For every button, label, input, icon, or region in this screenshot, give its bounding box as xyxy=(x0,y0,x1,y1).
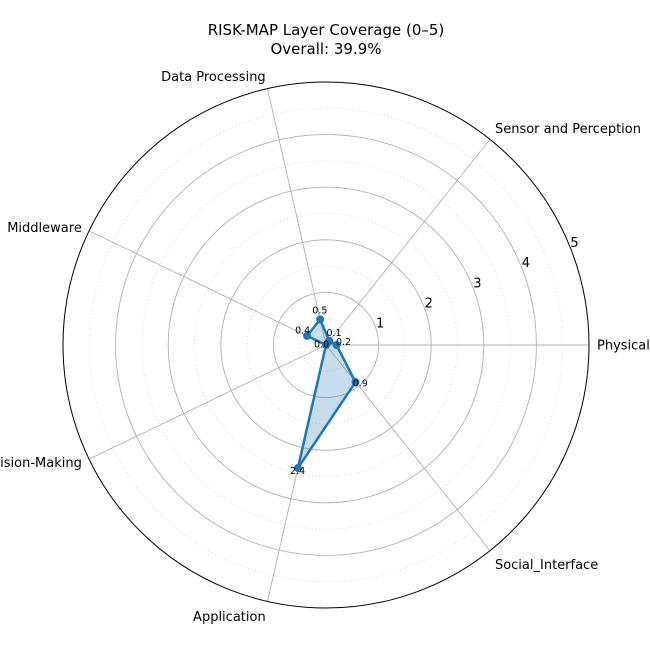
category-label-sensor-and-perception: Sensor and Perception xyxy=(495,122,641,137)
data-label-social-interface: 0.9 xyxy=(353,379,368,390)
axis-spoke-data-processing xyxy=(267,88,327,346)
category-label-data-processing: Data Processing xyxy=(161,70,266,85)
data-label-layer: 0.20.1 0.50.4 0.0 2.4 0.9 xyxy=(290,306,368,477)
data-label-middleware: 0.4 xyxy=(295,325,310,336)
category-label-social-interface: Social_Interface xyxy=(495,558,598,573)
data-point-social-interface xyxy=(351,378,360,387)
radial-tick-label: 4 xyxy=(522,256,530,271)
chart-subtitle: Overall: 39.9% xyxy=(270,40,381,58)
chart-title: RISK-MAP Layer Coverage (0–5) xyxy=(208,21,445,39)
category-label-middleware: Middleware xyxy=(7,221,82,236)
axis-spoke-middleware xyxy=(88,230,327,346)
series-layer xyxy=(293,315,360,473)
axis-spoke-sensor-and-perception xyxy=(325,139,491,346)
radial-tick-layer: 1 2 3 4 5 xyxy=(376,236,579,332)
data-point-middleware xyxy=(303,331,312,340)
category-label-decision-making: Decision-Making xyxy=(0,456,82,471)
axis-spoke-decision-making xyxy=(88,344,327,460)
radial-tick-label: 5 xyxy=(570,236,578,251)
category-label-application: Application xyxy=(193,610,266,625)
axis-label-layer: Physical Sensor and Perception Data Proces… xyxy=(0,70,650,625)
data-label-application: 2.4 xyxy=(290,466,305,477)
radial-tick-label: 2 xyxy=(425,296,433,311)
category-label-physical: Physical xyxy=(597,339,650,354)
radial-tick-label: 3 xyxy=(473,276,481,291)
data-label-decision-making: 0.0 xyxy=(314,340,329,351)
data-label-data-processing: 0.5 xyxy=(312,306,327,317)
data-point-physical xyxy=(332,341,341,349)
polar-frame xyxy=(62,81,590,609)
data-point-application xyxy=(293,464,302,473)
data-label-physical: 0.2 xyxy=(336,337,351,348)
radial-tick-label: 1 xyxy=(376,317,384,332)
data-point-decision-making xyxy=(322,341,330,349)
data-label-sensor-and-perception: 0.1 xyxy=(326,328,341,339)
data-point-data-processing xyxy=(316,315,325,324)
